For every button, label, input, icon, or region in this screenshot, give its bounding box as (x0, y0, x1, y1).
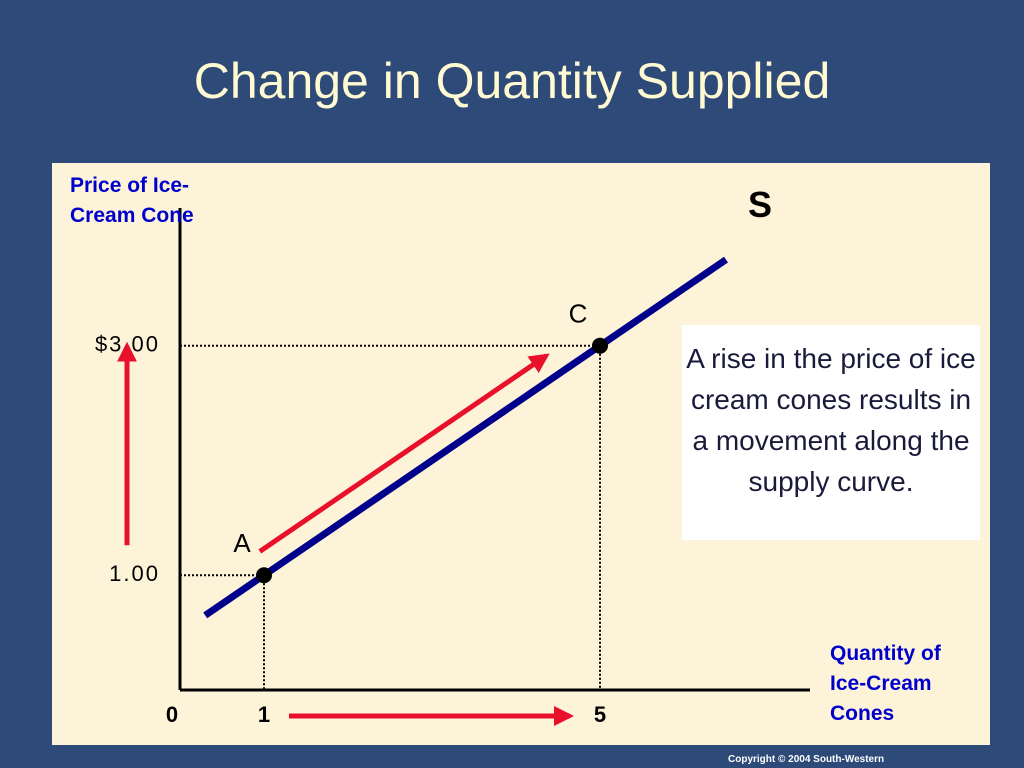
x-tick-label: 0 (166, 702, 178, 727)
supply-curve (203, 256, 728, 619)
point-label: C (569, 299, 588, 329)
series-label: S (748, 184, 772, 225)
x-tick-label: 1 (258, 702, 270, 727)
annotation: A rise in the price of ice cream cones r… (682, 325, 980, 540)
x-axis-label: Quantity of Ice-Cream Cones (830, 642, 941, 725)
point (256, 567, 272, 584)
movement-arrow (258, 353, 550, 554)
y-tick-label: 1.00 (109, 561, 160, 586)
slide-title: Change in Quantity Supplied (193, 53, 831, 109)
copyright: Copyright © 2004 South-Western (728, 754, 885, 765)
point (592, 337, 608, 354)
y-axis-label: Price of Ice-Cream Cone (70, 174, 194, 227)
x-tick-label: 5 (594, 702, 606, 727)
point-label: A (233, 528, 251, 558)
